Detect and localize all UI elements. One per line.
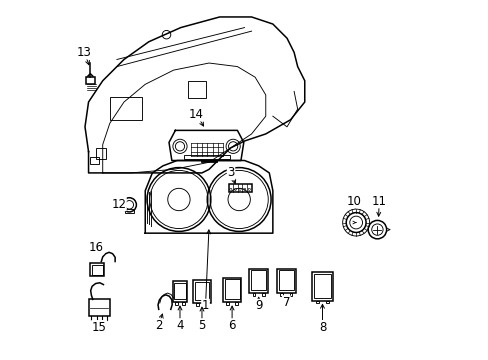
Bar [184, 155, 230, 159]
Bar [224, 279, 239, 299]
Bar [88, 300, 110, 316]
Text: 3: 3 [227, 166, 234, 179]
Bar [289, 293, 291, 296]
Text: 1: 1 [202, 299, 209, 312]
Bar [228, 184, 251, 192]
Bar [96, 148, 106, 159]
Bar [226, 302, 228, 305]
Text: 13: 13 [77, 46, 92, 59]
Text: 16: 16 [89, 241, 103, 254]
Bar [277, 269, 295, 293]
Text: 8: 8 [318, 321, 325, 334]
Bar [187, 81, 205, 99]
Text: 5: 5 [198, 319, 205, 332]
Bar [262, 293, 264, 296]
Bar [249, 269, 267, 293]
Bar [174, 283, 185, 299]
Text: 4: 4 [176, 319, 183, 332]
Bar [325, 301, 328, 303]
Bar [278, 270, 293, 290]
Bar [175, 302, 177, 305]
Bar [92, 265, 102, 275]
Bar [90, 157, 99, 164]
Bar [235, 302, 237, 305]
Bar [182, 302, 184, 305]
Text: 6: 6 [228, 319, 235, 332]
Bar [311, 272, 332, 301]
Bar [86, 77, 94, 84]
Text: 14: 14 [189, 108, 203, 121]
Bar [90, 263, 104, 276]
Bar [194, 282, 209, 300]
Text: 10: 10 [346, 195, 360, 208]
Bar [280, 293, 283, 296]
Bar [205, 303, 207, 306]
Bar [252, 293, 255, 296]
Text: 9: 9 [254, 299, 262, 312]
Bar [124, 209, 134, 213]
Bar [315, 301, 318, 303]
Bar [223, 278, 241, 302]
Text: 11: 11 [371, 195, 386, 208]
Text: 7: 7 [282, 296, 289, 309]
Text: 2: 2 [155, 319, 162, 332]
Text: 15: 15 [92, 321, 106, 334]
Bar [196, 303, 198, 306]
Bar [250, 270, 266, 290]
Bar [172, 282, 187, 302]
Text: 12: 12 [111, 198, 126, 211]
Bar [110, 97, 142, 120]
Bar [193, 280, 210, 303]
Bar [313, 274, 331, 298]
